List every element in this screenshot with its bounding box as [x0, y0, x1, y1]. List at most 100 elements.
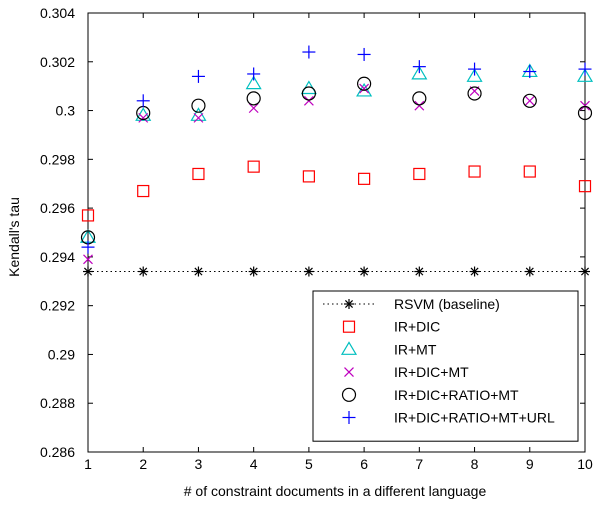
- x-marker-stroke: [138, 112, 149, 123]
- data-point: [580, 266, 590, 277]
- data-point: [81, 240, 95, 254]
- data-point: [576, 68, 594, 82]
- circle-marker: [357, 76, 372, 91]
- triangle-marker: [576, 68, 594, 82]
- data-point: [524, 95, 535, 106]
- series-1: [81, 160, 592, 222]
- x-axis-label: # of constraint documents in a different…: [184, 483, 487, 499]
- legend-item: IR+DIC: [342, 319, 440, 335]
- data-point: [83, 266, 93, 277]
- data-point: [414, 100, 425, 111]
- square-marker: [468, 165, 481, 178]
- square-marker: [302, 170, 315, 183]
- circle-marker: [191, 98, 206, 113]
- asterisk-marker-stroke: [139, 267, 148, 276]
- data-point: [466, 68, 483, 82]
- x-tick-label: 1: [84, 456, 92, 472]
- circle-marker: [577, 105, 593, 121]
- asterisk-marker-stroke: [194, 267, 203, 276]
- data-point: [83, 254, 93, 265]
- data-point: [357, 76, 372, 91]
- data-point: [522, 93, 537, 108]
- data-point: [303, 95, 314, 106]
- x-tick-label: 4: [250, 456, 258, 472]
- circle-marker: [246, 91, 261, 106]
- y-tick-label: 0.298: [40, 151, 75, 167]
- circle-marker: [467, 86, 482, 101]
- triangle-marker: [411, 65, 428, 80]
- x-marker-stroke: [414, 100, 425, 111]
- y-tick-label: 0.302: [40, 54, 75, 70]
- square-marker: [247, 160, 260, 173]
- x-tick-label: 2: [139, 456, 147, 472]
- circle-marker: [301, 86, 316, 101]
- data-point: [137, 184, 150, 198]
- asterisk-marker-stroke: [360, 267, 369, 276]
- legend-marker: [344, 367, 354, 378]
- data-point: [302, 170, 315, 183]
- data-point: [248, 266, 259, 277]
- y-tick-label: 0.304: [40, 5, 75, 21]
- legend-label: IR+DIC+MT: [394, 364, 469, 380]
- x-tick-label: 8: [471, 456, 479, 472]
- square-marker: [413, 167, 426, 181]
- legend-box: [312, 290, 579, 442]
- data-point: [138, 112, 149, 123]
- triangle-marker: [356, 82, 373, 97]
- square-marker: [523, 165, 536, 178]
- data-point: [469, 266, 480, 277]
- data-point: [302, 45, 316, 59]
- data-point: [524, 266, 535, 277]
- data-point: [248, 103, 259, 114]
- square-marker: [578, 180, 592, 193]
- legend-label: IR+DIC+RATIO+MT: [394, 387, 519, 403]
- series-4: [80, 76, 593, 245]
- legend-label: IR+MT: [394, 341, 437, 357]
- legend-item: IR+DIC+MT: [344, 364, 469, 380]
- x-tick-label: 10: [577, 456, 593, 472]
- asterisk-marker-stroke: [249, 267, 258, 276]
- plot-frame: [87, 12, 586, 453]
- x-marker-stroke: [303, 95, 314, 106]
- data-point: [192, 167, 205, 181]
- data-point: [412, 60, 426, 74]
- data-point: [414, 266, 425, 277]
- asterisk-marker-stroke: [344, 299, 354, 309]
- data-point: [357, 47, 371, 61]
- y-tick-label: 0.286: [40, 444, 75, 460]
- y-tick-label: 0.294: [40, 249, 75, 265]
- series-5: [81, 45, 592, 254]
- square-marker: [137, 184, 150, 198]
- data-point: [413, 167, 426, 181]
- data-point: [358, 172, 371, 185]
- x-tick-label: 6: [360, 456, 368, 472]
- y-tick-label: 0.3: [56, 103, 76, 119]
- data-point: [138, 266, 149, 277]
- data-point: [136, 94, 150, 108]
- data-point: [523, 165, 536, 178]
- circle-marker: [522, 93, 537, 108]
- legend-item: IR+DIC+RATIO+MT: [341, 387, 519, 403]
- x-marker-stroke: [193, 112, 204, 123]
- legend-marker: [341, 387, 357, 402]
- data-point: [523, 65, 537, 79]
- data-point: [356, 82, 373, 97]
- data-point: [411, 65, 428, 80]
- triangle-marker: [340, 341, 358, 355]
- asterisk-marker-stroke: [470, 267, 479, 276]
- asterisk-marker-stroke: [83, 267, 93, 276]
- data-point: [578, 180, 592, 193]
- x-marker-stroke: [359, 83, 370, 94]
- legend-marker: [342, 411, 356, 424]
- y-axis-label: Kendall's tau: [6, 197, 22, 277]
- data-point: [578, 62, 592, 76]
- asterisk-marker-stroke: [580, 267, 590, 276]
- legend-item: IR+MT: [340, 341, 437, 357]
- data-point: [467, 86, 482, 101]
- series-2: [79, 63, 594, 243]
- legend-label: RSVM (baseline): [394, 296, 500, 312]
- data-point: [359, 83, 370, 94]
- y-tick-label: 0.292: [40, 298, 75, 314]
- x-marker-stroke: [524, 95, 535, 106]
- triangle-marker: [245, 75, 262, 90]
